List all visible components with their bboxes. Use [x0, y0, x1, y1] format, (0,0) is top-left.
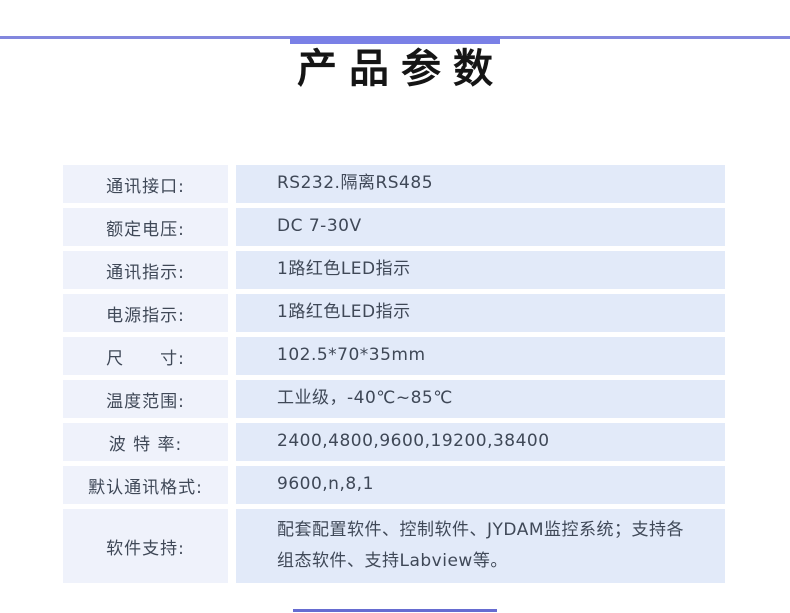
- spec-label: 默认通讯格式:: [63, 466, 228, 504]
- table-row: 电源指示: 1路红色LED指示: [63, 294, 725, 332]
- spec-label: 尺 寸:: [63, 337, 228, 375]
- table-row: 尺 寸: 102.5*70*35mm: [63, 337, 725, 375]
- spec-value: 2400,4800,9600,19200,38400: [236, 423, 725, 461]
- table-row: 波 特 率: 2400,4800,9600,19200,38400: [63, 423, 725, 461]
- table-row: 额定电压: DC 7-30V: [63, 208, 725, 246]
- spec-value: 工业级，-40℃~85℃: [236, 380, 725, 418]
- table-row: 默认通讯格式: 9600,n,8,1: [63, 466, 725, 504]
- spec-value: 102.5*70*35mm: [236, 337, 725, 375]
- spec-label: 软件支持:: [63, 509, 228, 583]
- spec-value: 1路红色LED指示: [236, 251, 725, 289]
- bottom-accent-line: [293, 609, 497, 612]
- spec-value: RS232.隔离RS485: [236, 165, 725, 203]
- table-row: 通讯接口: RS232.隔离RS485: [63, 165, 725, 203]
- table-row: 温度范围: 工业级，-40℃~85℃: [63, 380, 725, 418]
- table-row: 软件支持: 配套配置软件、控制软件、JYDAM监控系统；支持各组态软件、支持La…: [63, 509, 725, 583]
- product-params-page: 产品参数 通讯接口: RS232.隔离RS485 额定电压: DC 7-30V …: [0, 36, 790, 612]
- spec-value: 1路红色LED指示: [236, 294, 725, 332]
- spec-value: DC 7-30V: [236, 208, 725, 246]
- spec-value: 配套配置软件、控制软件、JYDAM监控系统；支持各组态软件、支持Labview等…: [236, 509, 725, 583]
- spec-label: 通讯接口:: [63, 165, 228, 203]
- table-row: 通讯指示: 1路红色LED指示: [63, 251, 725, 289]
- spec-label: 通讯指示:: [63, 251, 228, 289]
- spec-table: 通讯接口: RS232.隔离RS485 额定电压: DC 7-30V 通讯指示:…: [63, 165, 725, 588]
- top-accent-bar: [290, 36, 500, 44]
- spec-label: 波 特 率:: [63, 423, 228, 461]
- spec-label: 额定电压:: [63, 208, 228, 246]
- spec-label: 电源指示:: [63, 294, 228, 332]
- spec-label: 温度范围:: [63, 380, 228, 418]
- spec-value: 9600,n,8,1: [236, 466, 725, 504]
- page-title: 产品参数: [297, 46, 505, 92]
